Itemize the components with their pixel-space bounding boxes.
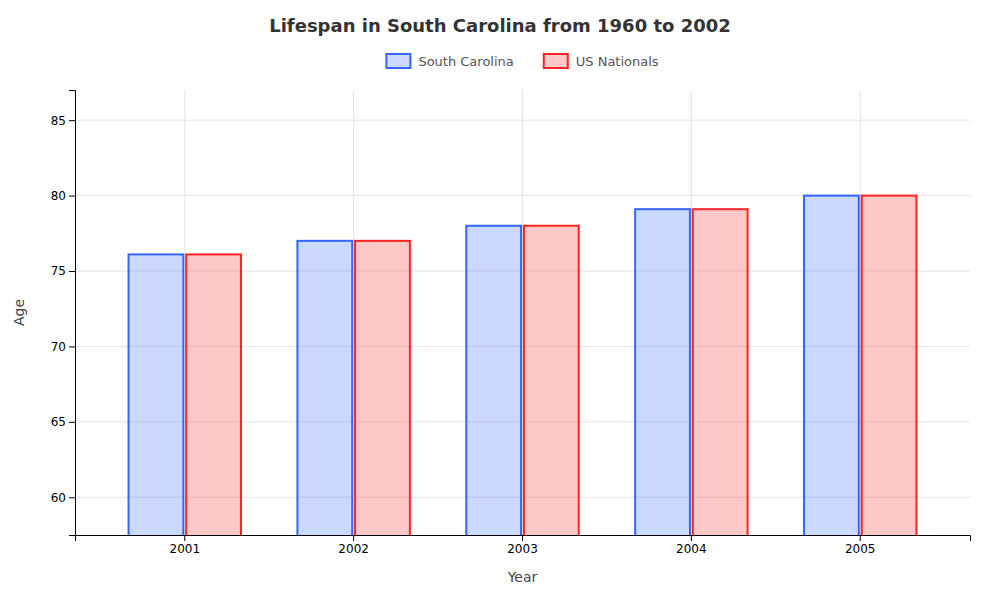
tick-label: 2003: [507, 542, 538, 556]
tick: 2005: [845, 535, 876, 556]
bar: [524, 226, 579, 535]
tick: 2003: [507, 535, 538, 556]
tick-mark: [522, 535, 523, 541]
tick-mark: [69, 422, 75, 423]
grid-line: [184, 90, 185, 535]
grid-line: [691, 90, 692, 535]
tick-label: 70: [51, 340, 66, 354]
tick: 65: [51, 415, 75, 429]
tick-label: 2005: [845, 542, 876, 556]
tick-mark: [69, 271, 75, 272]
tick-label: 2004: [676, 542, 707, 556]
tick-label: 80: [51, 189, 66, 203]
tick-mark: [69, 196, 75, 197]
tick-label: 60: [51, 491, 66, 505]
tick-mark: [69, 346, 75, 347]
grid-line: [353, 90, 354, 535]
bar: [297, 241, 352, 535]
plot: 60 65 70 75 80 85 2001 2002 2003 2004 2005: [51, 90, 971, 600]
title: Lifespan in South Carolina from 1960 to …: [269, 15, 731, 36]
tick: 60: [51, 491, 75, 505]
chart: 60 65 70 75 80 85 2001 2002 2003 2004 2005 Lifespan…: [0, 0, 1000, 600]
y-axis: 60 65 70 75 80 85: [51, 91, 76, 536]
tick-mark: [353, 535, 354, 541]
tick: 2004: [676, 535, 707, 556]
y-axis-title: Age: [11, 299, 27, 326]
bar-series: [186, 196, 916, 535]
tick-label: 65: [51, 415, 66, 429]
bars: [129, 196, 917, 535]
legend: South Carolina US Nationals: [386, 54, 658, 69]
legend-swatch: [386, 54, 410, 68]
tick-label: 2002: [338, 542, 369, 556]
bar: [862, 196, 917, 535]
grid-line: [522, 90, 523, 535]
tick-label: 85: [51, 114, 66, 128]
tick: 75: [51, 264, 75, 278]
x-axis: 2001 2002 2003 2004 2005: [76, 535, 971, 556]
x-axis-title: Year: [507, 569, 538, 585]
axis-line: [76, 536, 971, 542]
bar: [129, 254, 184, 535]
axis-line: [69, 91, 76, 536]
tick: 2002: [338, 535, 369, 556]
tick: 2001: [169, 535, 200, 556]
legend-label: US Nationals: [576, 54, 659, 69]
legend-item: US Nationals: [544, 54, 659, 69]
bar: [355, 241, 410, 535]
tick: 85: [51, 114, 75, 128]
bar: [635, 209, 690, 535]
bar: [186, 254, 241, 535]
tick-label: 2001: [169, 542, 200, 556]
tick-label: 75: [51, 264, 66, 278]
tick-mark: [860, 535, 861, 541]
legend-item: South Carolina: [386, 54, 513, 69]
bar: [693, 209, 748, 535]
tick: 70: [51, 340, 75, 354]
grid-line: [860, 90, 861, 535]
legend-swatch: [544, 54, 568, 68]
tick-mark: [69, 120, 75, 121]
tick-mark: [691, 535, 692, 541]
bar: [804, 196, 859, 535]
tick: 80: [51, 189, 75, 203]
legend-label: South Carolina: [418, 54, 513, 69]
bar: [466, 226, 521, 535]
tick-mark: [184, 535, 185, 541]
tick-mark: [69, 497, 75, 498]
bar-series: [129, 196, 859, 535]
